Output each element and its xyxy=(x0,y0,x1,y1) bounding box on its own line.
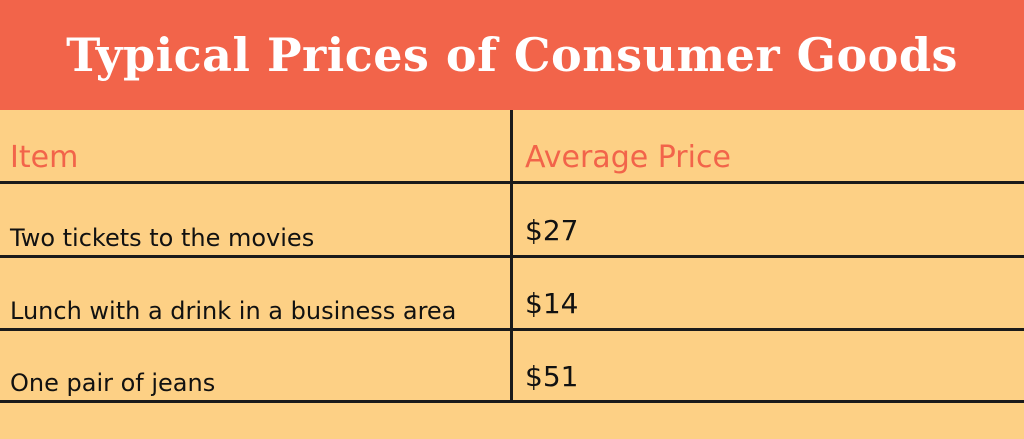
page-title: Typical Prices of Consumer Goods xyxy=(66,28,958,82)
column-header-average-price: Average Price xyxy=(525,140,731,175)
column-header-item: Item xyxy=(10,140,79,175)
table-cell-price: $14 xyxy=(525,287,579,320)
table-cell-item: Lunch with a drink in a business area xyxy=(10,297,457,325)
table-cell-price: $51 xyxy=(525,360,579,393)
column-divider xyxy=(510,110,513,403)
table-cell-item: Two tickets to the movies xyxy=(10,224,315,252)
table-cell-item: One pair of jeans xyxy=(10,369,216,397)
title-bar: Typical Prices of Consumer Goods xyxy=(0,0,1024,110)
table-cell-price: $27 xyxy=(525,214,579,247)
